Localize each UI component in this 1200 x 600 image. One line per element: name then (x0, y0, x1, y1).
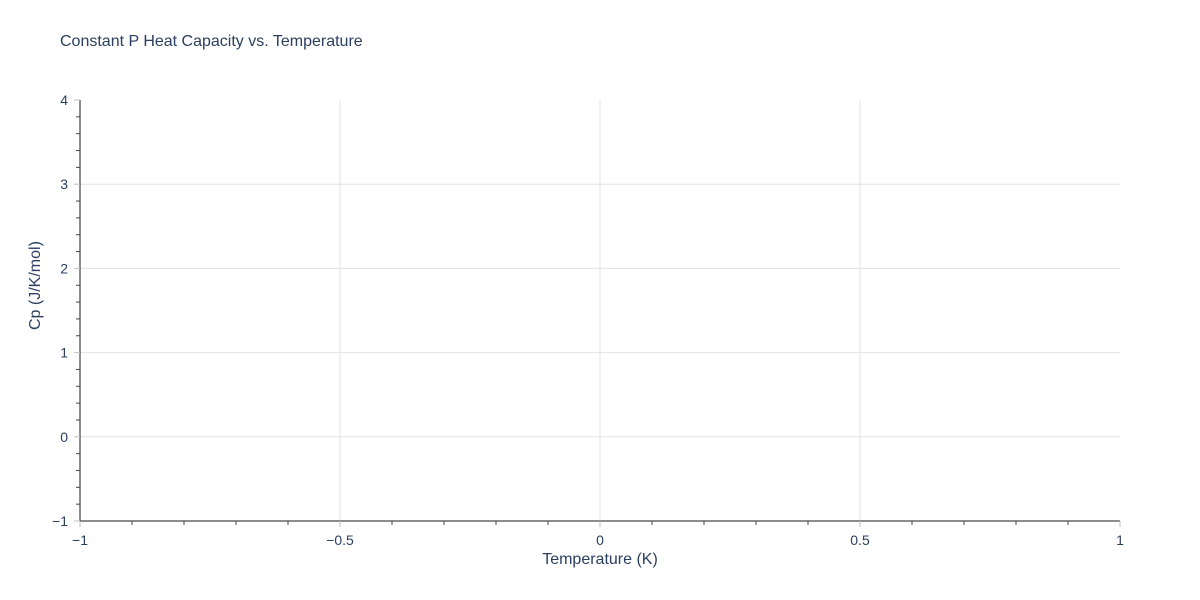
svg-text:0.5: 0.5 (850, 532, 870, 548)
svg-text:0: 0 (60, 429, 68, 445)
svg-text:−0.5: −0.5 (326, 532, 354, 548)
svg-text:1: 1 (60, 345, 68, 361)
svg-text:3: 3 (60, 176, 68, 192)
svg-text:4: 4 (60, 92, 68, 108)
svg-text:1: 1 (1116, 532, 1124, 548)
svg-text:2: 2 (60, 260, 68, 276)
svg-text:−1: −1 (72, 532, 88, 548)
svg-text:0: 0 (596, 532, 604, 548)
svg-text:−1: −1 (52, 513, 68, 529)
